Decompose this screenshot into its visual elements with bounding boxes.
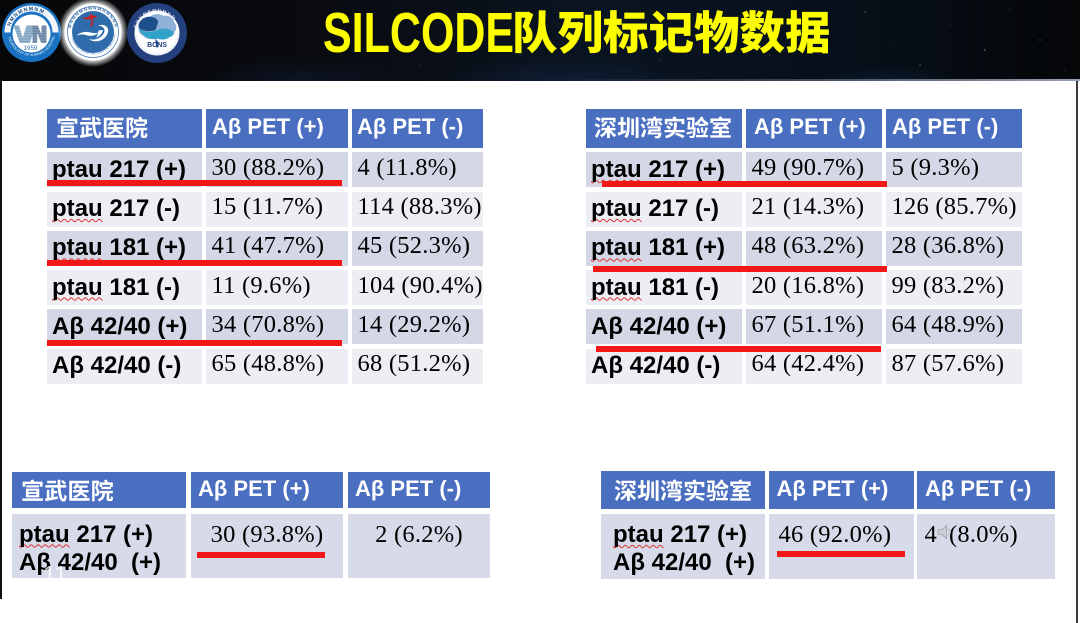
svg-text:BCNS: BCNS [147,41,167,48]
svg-text:1959: 1959 [24,45,38,52]
